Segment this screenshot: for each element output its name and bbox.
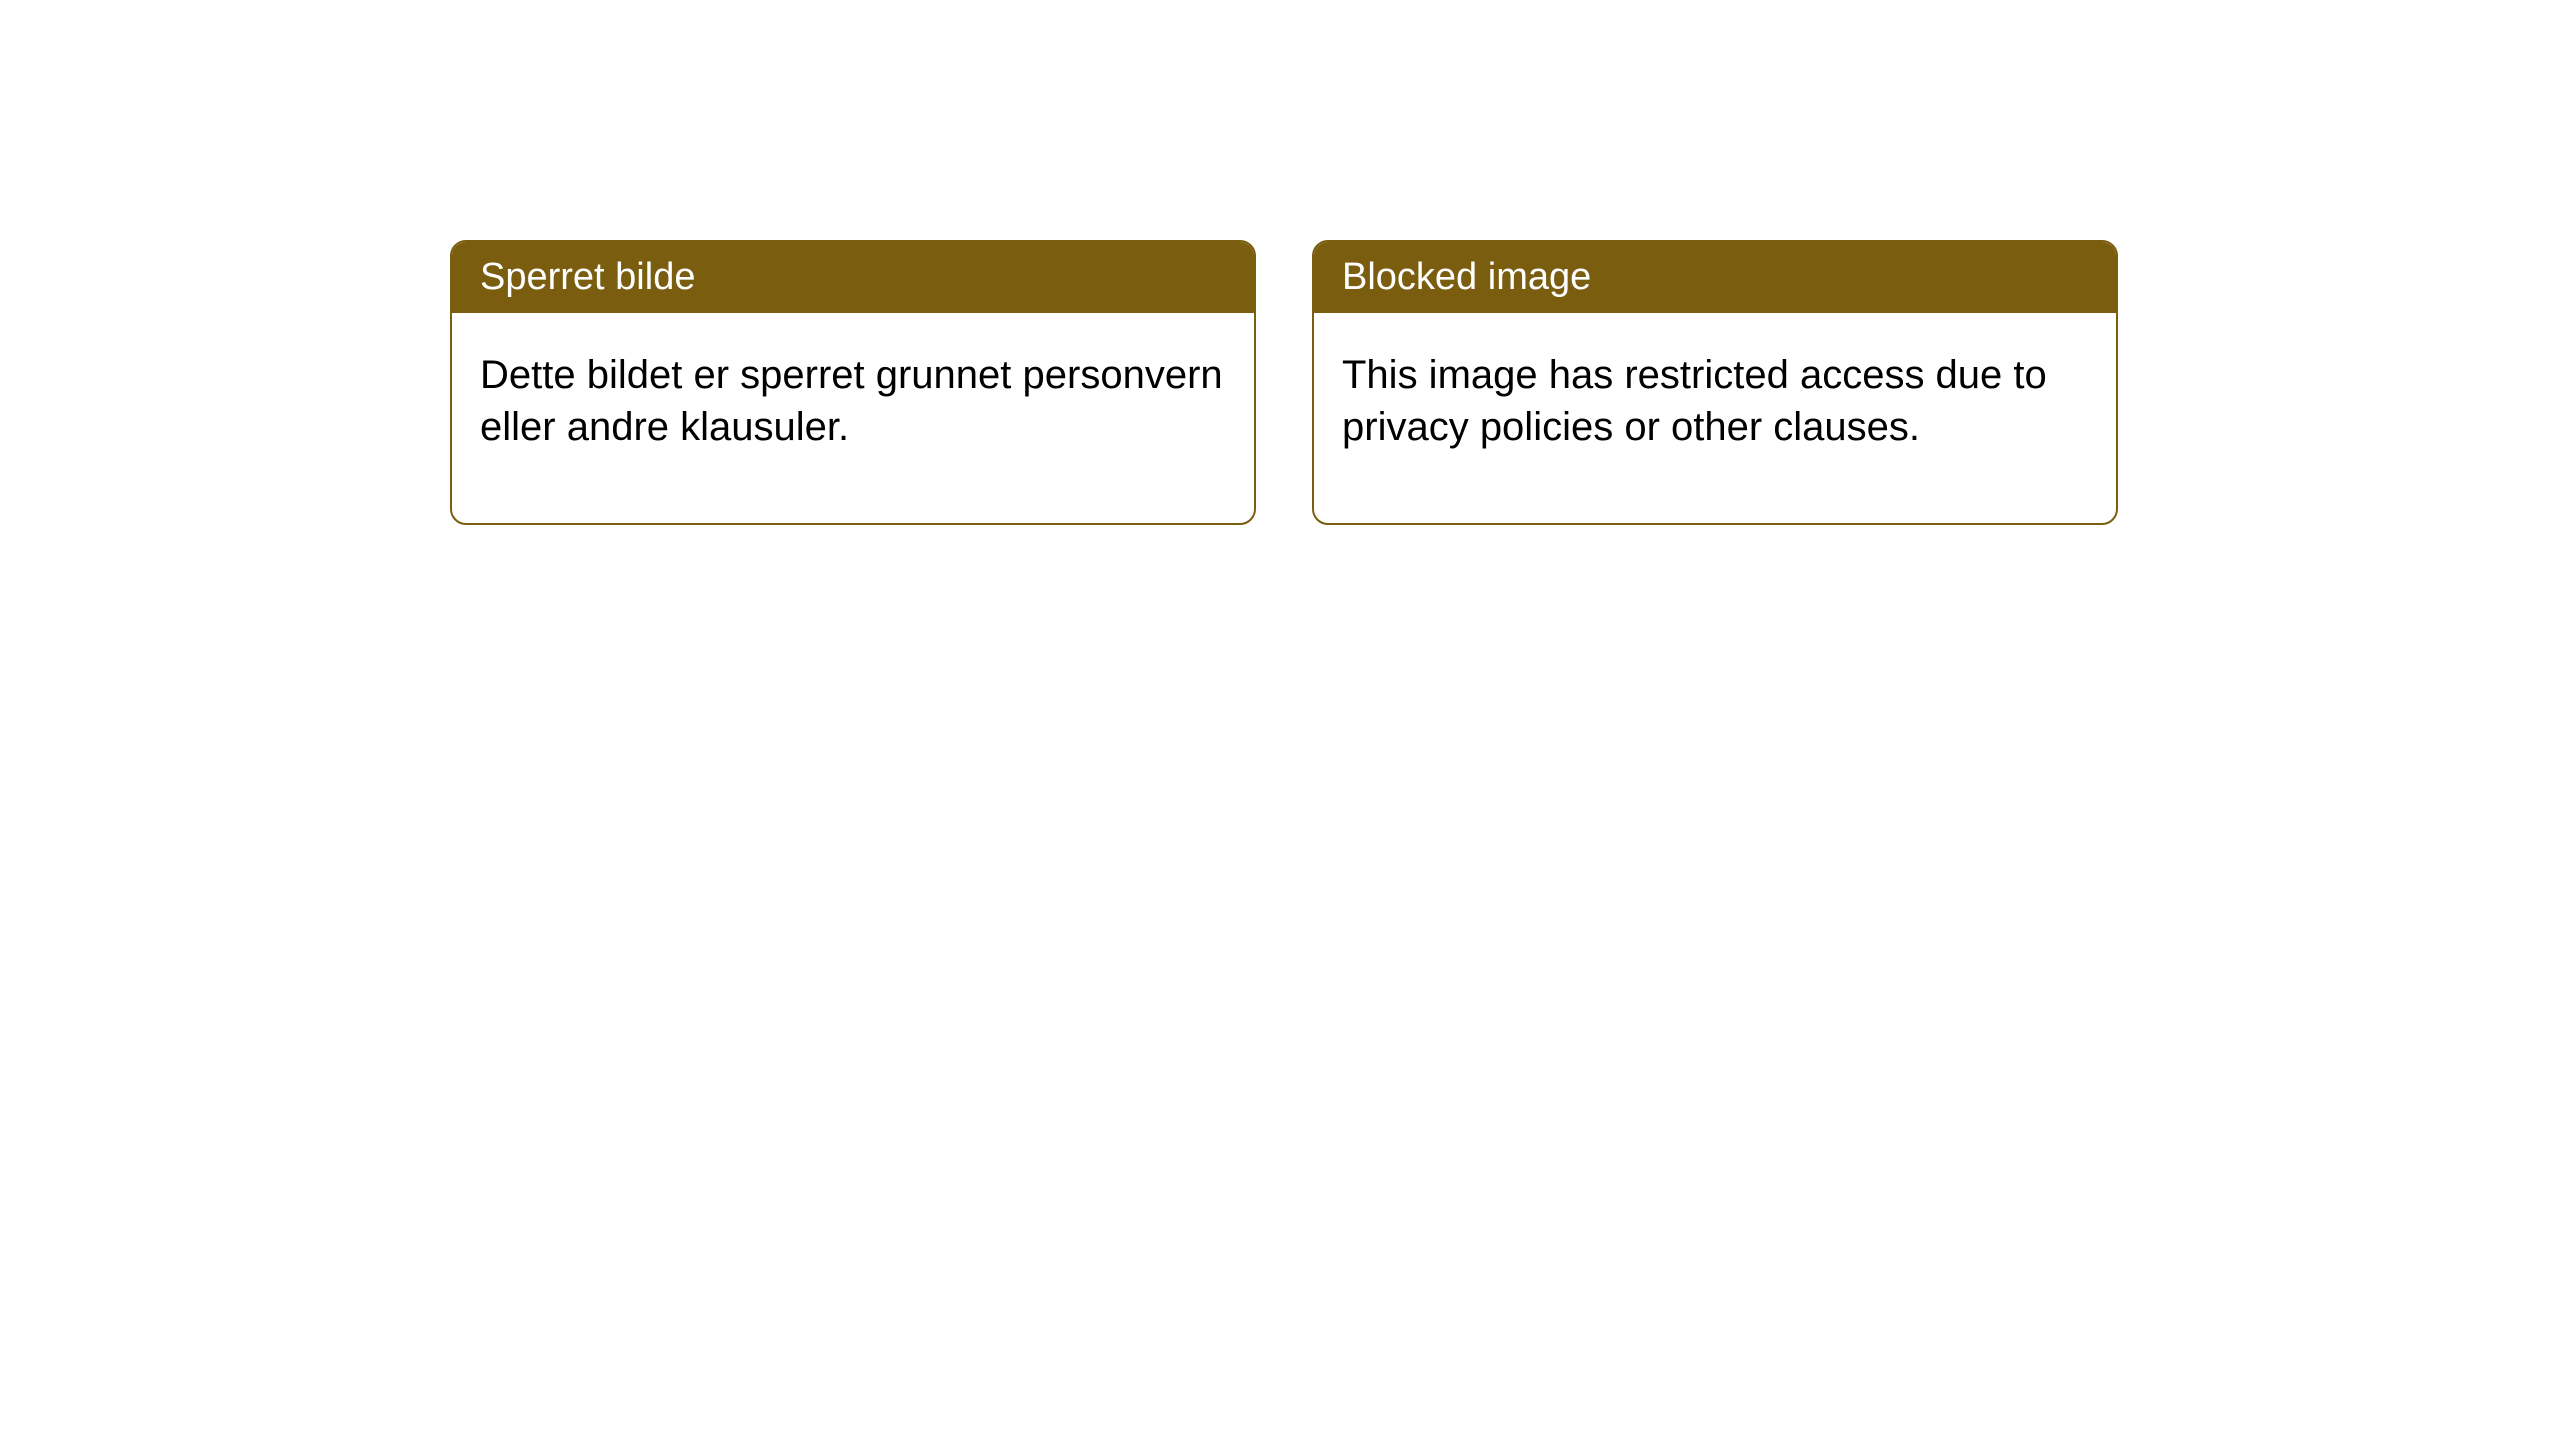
card-body-en: This image has restricted access due to … — [1314, 313, 2116, 523]
blocked-image-card-no: Sperret bilde Dette bildet er sperret gr… — [450, 240, 1256, 525]
card-header-en: Blocked image — [1314, 242, 2116, 313]
card-header-no: Sperret bilde — [452, 242, 1254, 313]
blocked-image-card-en: Blocked image This image has restricted … — [1312, 240, 2118, 525]
card-container: Sperret bilde Dette bildet er sperret gr… — [0, 0, 2560, 525]
card-body-no: Dette bildet er sperret grunnet personve… — [452, 313, 1254, 523]
